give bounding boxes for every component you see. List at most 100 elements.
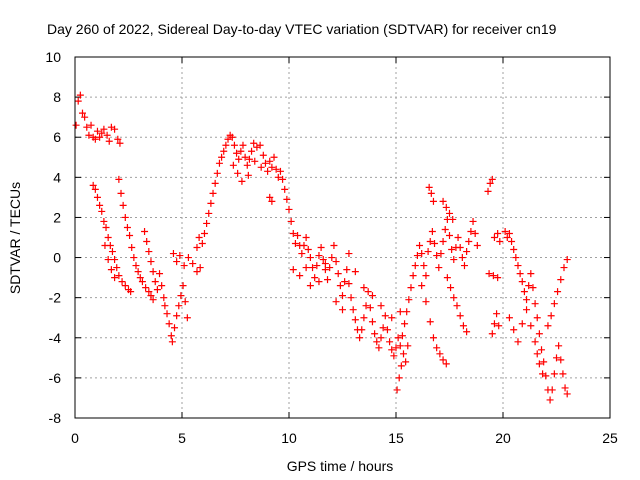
data-point	[149, 296, 157, 304]
data-point	[373, 338, 381, 346]
data-point	[306, 254, 314, 262]
plot-frame	[74, 56, 611, 419]
y-tick-label: 0	[53, 250, 61, 266]
data-point	[442, 360, 450, 368]
data-point	[239, 141, 247, 149]
data-point	[143, 238, 151, 246]
data-point	[546, 396, 554, 404]
data-point	[428, 227, 436, 235]
data-point	[72, 121, 80, 129]
data-point	[449, 215, 457, 223]
data-point	[177, 292, 185, 300]
x-tick-label: 0	[71, 430, 79, 446]
data-point	[459, 322, 467, 330]
data-point	[407, 284, 415, 292]
data-point	[508, 238, 516, 246]
data-point	[439, 197, 447, 205]
data-point	[347, 294, 355, 302]
data-point	[324, 276, 332, 284]
data-point	[81, 113, 89, 121]
data-point	[426, 238, 434, 246]
data-point	[89, 181, 97, 189]
data-point	[368, 318, 376, 326]
data-point	[381, 312, 389, 320]
data-point	[96, 133, 104, 141]
data-point	[383, 326, 391, 334]
data-point	[233, 149, 241, 157]
data-point	[443, 274, 451, 282]
data-point	[405, 296, 413, 304]
data-point	[379, 324, 387, 332]
data-point	[175, 302, 183, 310]
data-point	[198, 240, 206, 248]
data-point	[291, 240, 299, 248]
data-point	[222, 141, 230, 149]
data-point	[494, 229, 502, 237]
data-point	[76, 91, 84, 99]
data-point	[173, 258, 181, 266]
y-tick-label: 2	[53, 209, 61, 225]
data-point	[544, 322, 552, 330]
data-point	[306, 282, 314, 290]
data-point	[463, 328, 471, 336]
data-point	[298, 250, 306, 258]
data-point	[505, 314, 513, 322]
data-point	[128, 244, 136, 252]
data-point	[439, 356, 447, 364]
y-tick-label: -4	[49, 330, 62, 346]
data-point	[315, 252, 323, 260]
data-point	[523, 296, 531, 304]
data-point	[514, 262, 522, 270]
data-point	[393, 386, 401, 394]
data-point	[243, 161, 251, 169]
data-point	[439, 238, 447, 246]
data-point	[311, 274, 319, 282]
data-point	[118, 278, 126, 286]
data-point	[533, 314, 541, 322]
y-tick-label: 8	[53, 89, 61, 105]
y-tick-label: 6	[53, 129, 61, 145]
data-point	[181, 298, 189, 306]
data-point	[200, 229, 208, 237]
data-point	[237, 147, 245, 155]
data-point	[147, 292, 155, 300]
data-point	[437, 250, 445, 258]
data-point	[145, 288, 153, 296]
data-point	[93, 193, 101, 201]
data-point	[388, 314, 396, 322]
data-point	[207, 199, 215, 207]
data-point	[467, 227, 475, 235]
data-point	[104, 256, 112, 264]
data-point	[501, 227, 509, 235]
data-point	[463, 248, 471, 256]
data-point	[115, 175, 123, 183]
data-point	[101, 242, 109, 250]
data-point	[351, 268, 359, 276]
data-point	[215, 159, 223, 167]
data-point	[510, 246, 518, 254]
y-axis-label: SDTVAR / TECUs	[7, 182, 23, 294]
data-point	[494, 274, 502, 282]
data-point	[349, 306, 357, 314]
data-point	[557, 356, 565, 364]
data-point	[514, 338, 522, 346]
data-point	[395, 374, 403, 382]
data-points	[72, 91, 571, 404]
data-point	[171, 324, 179, 332]
data-point	[426, 318, 434, 326]
data-point	[377, 302, 385, 310]
data-point	[429, 334, 437, 342]
data-point	[471, 229, 479, 237]
data-point	[134, 268, 142, 276]
data-point	[317, 244, 325, 252]
data-point	[287, 217, 295, 225]
data-point	[495, 322, 503, 330]
data-point	[460, 262, 468, 270]
data-point	[516, 270, 524, 278]
data-point	[149, 268, 157, 276]
data-point	[520, 288, 528, 296]
data-point	[234, 169, 242, 177]
x-tick-label: 5	[178, 430, 186, 446]
data-point	[420, 262, 428, 270]
data-point	[289, 229, 297, 237]
